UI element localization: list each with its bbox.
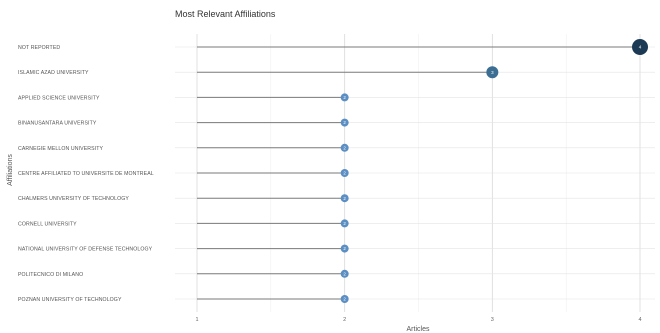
point-value-label: 2 (343, 221, 346, 226)
point-value-label: 2 (343, 145, 346, 150)
category-label: APPLIED SCIENCE UNIVERSITY (18, 95, 100, 101)
point-value-label: 2 (343, 246, 346, 251)
point-value-label: 4 (639, 45, 642, 50)
lollipop-point (340, 93, 349, 102)
category-labels: NOT REPORTED ISLAMIC AZAD UNIVERSITY APPLI… (18, 45, 154, 303)
point-value-label: 2 (343, 120, 346, 125)
stems-layer (197, 46, 640, 300)
category-label: ISLAMIC AZAD UNIVERSITY (18, 70, 89, 76)
point-value-label: 2 (343, 95, 346, 100)
category-label: CHALMERS UNIVERSITY OF TECHNOLOGY (18, 196, 129, 202)
category-label: NATIONAL UNIVERSITY OF DEFENSE TECHNOLOG… (18, 247, 153, 253)
category-label: POLITECNICO DI MILANO (18, 272, 83, 278)
point-value-label: 2 (343, 196, 346, 201)
lollipop-point (340, 118, 349, 127)
lollipop-point (340, 194, 349, 203)
lollipop-point (340, 169, 349, 177)
lollipop-point (340, 244, 349, 253)
point-value-label: 3 (491, 70, 494, 75)
lollipop-point (340, 269, 349, 278)
x-tick-label: 4 (638, 317, 641, 323)
points-layer: 4 3 2 2 2 2 2 2 2 2 2 (340, 39, 648, 303)
x-tick-label: 3 (491, 317, 494, 323)
chart-title: Most Relevant Affiliations (175, 9, 276, 19)
category-label: POZNAN UNIVERSITY OF TECHNOLOGY (18, 297, 122, 303)
lollipop-point (340, 295, 349, 303)
lollipop-point (340, 219, 349, 228)
x-tick-label: 2 (343, 317, 346, 323)
x-tick-labels: 1 2 3 4 (195, 317, 641, 323)
lollipop-point (632, 39, 648, 55)
y-axis-label: Affiliations (7, 154, 14, 186)
category-label: CARNEGIE MELLON UNIVERSITY (18, 146, 103, 152)
x-tick-label: 1 (195, 317, 198, 323)
category-label: CORNELL UNIVERSITY (18, 221, 77, 227)
x-axis-label: Articles (407, 326, 430, 333)
point-value-label: 2 (343, 297, 346, 302)
category-label: CENTRE AFFILIATED TO UNIVERSITE DE MONTR… (18, 171, 154, 177)
category-label: BINANUSANTARA UNIVERSITY (18, 121, 97, 127)
lollipop-point (486, 66, 499, 79)
point-value-label: 2 (343, 271, 346, 276)
category-label: NOT REPORTED (18, 45, 60, 51)
point-value-label: 2 (343, 171, 346, 176)
lollipop-point (340, 143, 349, 152)
